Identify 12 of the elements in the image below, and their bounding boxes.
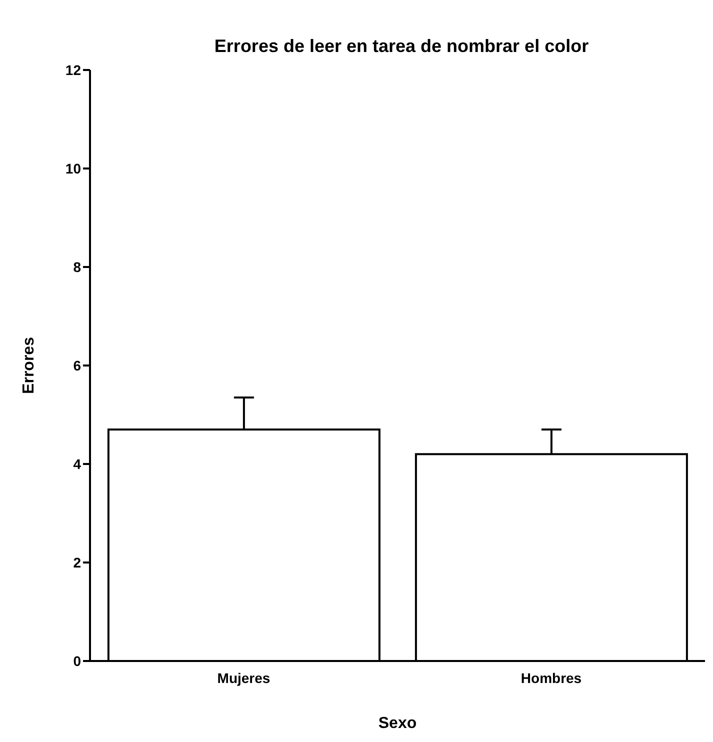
y-tick-label: 4: [73, 456, 82, 472]
y-tick-label: 0: [73, 652, 82, 669]
y-tick-label: 10: [65, 160, 82, 176]
y-tick-label: 6: [73, 357, 82, 374]
x-axis-title: Sexo: [378, 715, 417, 732]
y-axis-title: Errores: [20, 336, 38, 394]
x-tick-label: Mujeres: [217, 670, 270, 686]
chart-title: Errores de leer en tarea de nombrar el color: [213, 36, 590, 57]
y-tick-label: 8: [73, 258, 82, 275]
x-tick-label: Hombres: [520, 670, 582, 686]
y-tick-label: 12: [65, 62, 82, 78]
y-tick-label: 2: [73, 554, 82, 570]
